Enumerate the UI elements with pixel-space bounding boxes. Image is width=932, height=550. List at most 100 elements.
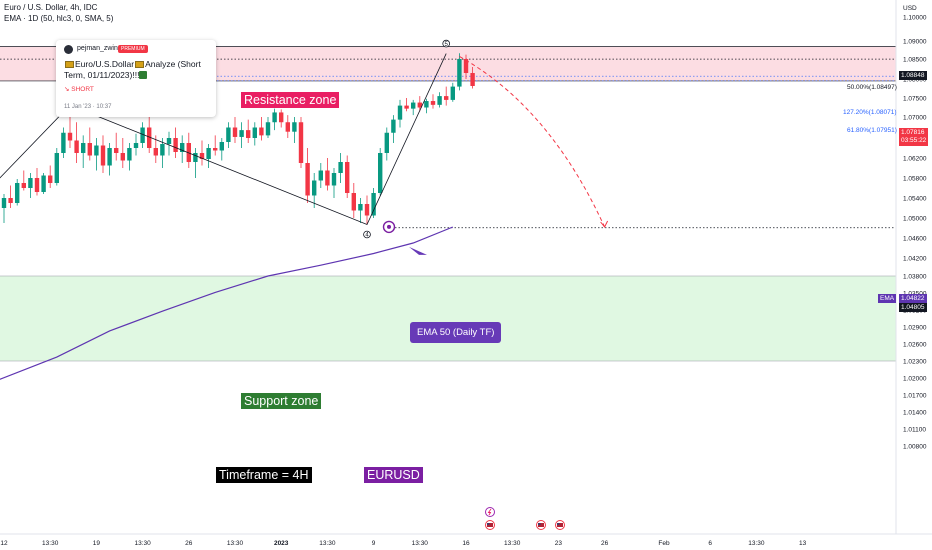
price-tick: 1.08500 (903, 57, 927, 64)
time-tick: 13:30 (412, 540, 429, 547)
candle-body (312, 180, 317, 196)
candle-body (272, 112, 277, 123)
candle-body (147, 127, 152, 148)
candle-body (404, 105, 409, 109)
candle (424, 98, 429, 114)
candle (312, 173, 317, 208)
direction-text: SHORT (71, 86, 94, 93)
candle-body (21, 183, 26, 188)
time-tick: 13:30 (134, 540, 151, 547)
candle (173, 127, 178, 158)
price-tick: 1.10000 (903, 15, 927, 22)
candle (259, 117, 264, 141)
indicator-legend[interactable]: EMA · 1D (50, hlc3, 0, SMA, 5) (4, 14, 114, 23)
candle (232, 117, 238, 143)
candle-body (213, 148, 218, 151)
idea-date: 11 Jan '23 · 10:37 (64, 104, 112, 110)
candle (48, 165, 53, 188)
candle-body (100, 145, 106, 166)
price-tick: 1.05400 (903, 196, 927, 203)
ema-tag-name: EMA (878, 294, 897, 303)
idea-title[interactable]: Euro/U.S.Dollar Analyze (Short Term, 01/1… (64, 59, 214, 81)
candle (21, 170, 26, 191)
candle-body (193, 153, 198, 162)
candle-body (34, 178, 40, 192)
candle-body (107, 148, 112, 166)
candle-body (424, 101, 429, 108)
time-tick: 9 (372, 540, 376, 547)
candle (430, 94, 436, 109)
candle-body (259, 127, 264, 136)
candle-body (371, 193, 376, 216)
candle-body (153, 148, 158, 156)
candle-body (463, 59, 469, 73)
time-tick: 26 (185, 540, 193, 547)
candle (226, 122, 231, 148)
candle (351, 183, 356, 218)
candle (107, 143, 112, 176)
ema-line (0, 226, 454, 380)
time-tick: 13:30 (42, 540, 59, 547)
candle-body (48, 175, 53, 183)
support-zone (0, 276, 896, 361)
candle-body (397, 105, 403, 120)
candle-body (417, 102, 422, 108)
idea-card[interactable]: pejman_zwin PREMIUM Euro/U.S.Dollar Analy… (56, 40, 216, 117)
resistance-zone-label: Resistance zone (241, 92, 340, 108)
candle (94, 138, 99, 171)
candle (1, 194, 7, 223)
price-tick: 1.04600 (903, 236, 927, 243)
candle (213, 135, 218, 156)
candle-body (114, 148, 119, 153)
candle-body (15, 183, 20, 203)
candle (384, 127, 389, 161)
fib-618-label: 61.80%(1.07951) (847, 127, 897, 134)
ema-price-tag: 1.04822 (899, 294, 927, 303)
symbol-title: Euro / U.S. Dollar, 4h, IDC (4, 3, 98, 12)
banknote-icon (65, 61, 74, 68)
trend-down-icon: ↘ (64, 86, 70, 93)
time-tick: Feb (658, 540, 670, 547)
candle (114, 132, 119, 161)
candle (265, 117, 271, 138)
lightning-glyph (487, 508, 492, 516)
candle (133, 133, 139, 156)
candle (74, 122, 79, 163)
candle (411, 99, 416, 116)
candle-body (226, 127, 231, 142)
time-tick: 13:30 (504, 540, 521, 547)
author-name[interactable]: pejman_zwin (77, 45, 118, 52)
us-flag-canton (487, 523, 490, 525)
candle (298, 117, 304, 168)
candle-body (470, 73, 475, 86)
price-tick: 1.08000 (903, 77, 927, 84)
candle (470, 67, 475, 89)
candle-body (8, 198, 13, 203)
candle (199, 140, 205, 166)
candle (444, 86, 449, 106)
candle-body (74, 140, 79, 153)
candle-body (364, 204, 370, 216)
candle (437, 92, 442, 108)
fib-50-label: 50.00%(1.08497) (847, 84, 897, 91)
candle-body (411, 102, 416, 109)
candle (345, 155, 350, 198)
time-tick: 13 (799, 540, 807, 547)
price-tick: 1.05800 (903, 176, 927, 183)
pair-label: EURUSD (364, 467, 423, 483)
candle (166, 131, 172, 156)
ema-callout: EMA 50 (Daily TF) (410, 322, 502, 343)
price-tick: 1.01700 (903, 393, 927, 400)
candle-body (444, 96, 449, 100)
candle-body (1, 198, 7, 208)
candle-body (206, 148, 211, 159)
candle (285, 115, 290, 138)
candle-body (160, 144, 165, 156)
wave-path (0, 53, 447, 226)
candle (331, 168, 337, 198)
projection-arrow (459, 56, 606, 228)
candle (193, 148, 198, 178)
candle-body (384, 132, 389, 153)
support-price-tag: 1.04805 (899, 303, 927, 312)
